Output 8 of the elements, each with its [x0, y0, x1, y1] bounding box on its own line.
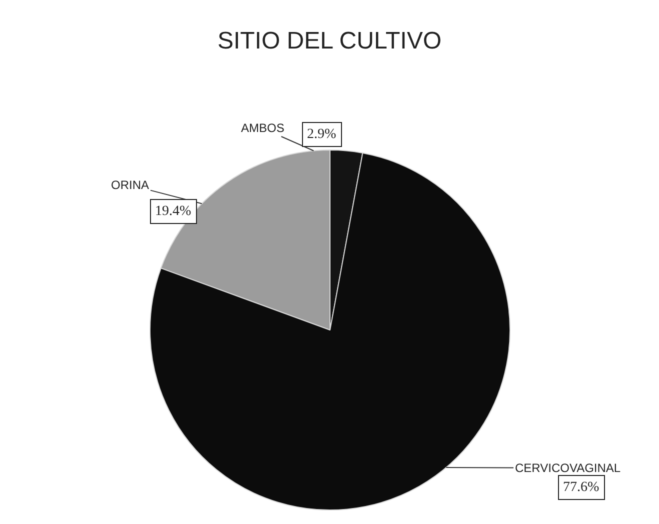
data-label: 19.4% — [155, 204, 192, 219]
legend-label: AMBOS — [241, 121, 284, 135]
slice-label: ORINA — [111, 178, 150, 192]
data-label: 77.6% — [563, 480, 600, 495]
pie-slice — [150, 152, 510, 510]
slice-label: CERVICOVAGINAL — [515, 461, 621, 475]
data-label: 2.9% — [307, 127, 336, 142]
chart-title: SITIO DEL CULTIVO — [217, 27, 442, 54]
